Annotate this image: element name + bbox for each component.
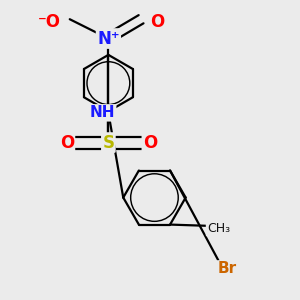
Text: ⁻O: ⁻O (38, 13, 61, 31)
Text: O: O (60, 134, 74, 152)
Text: CH₃: CH₃ (207, 222, 230, 235)
Text: N⁺: N⁺ (97, 29, 120, 47)
Text: NH: NH (90, 105, 115, 120)
Text: Br: Br (218, 261, 237, 276)
Text: O: O (150, 13, 164, 31)
Text: O: O (143, 134, 157, 152)
Text: S: S (102, 134, 114, 152)
